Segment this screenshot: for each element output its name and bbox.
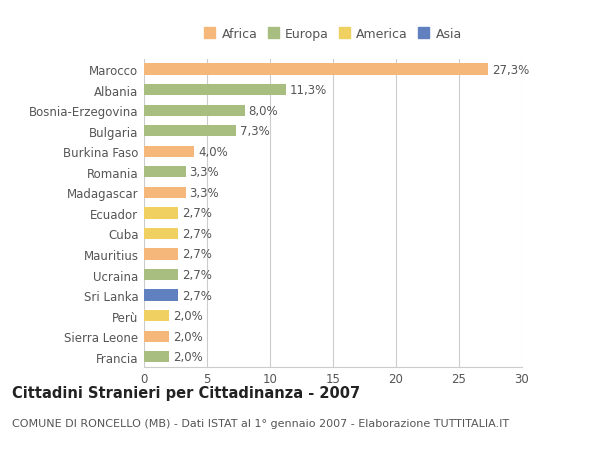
Text: 2,0%: 2,0%	[173, 351, 203, 364]
Bar	[144, 208, 178, 219]
Text: COMUNE DI RONCELLO (MB) - Dati ISTAT al 1° gennaio 2007 - Elaborazione TUTTITALI: COMUNE DI RONCELLO (MB) - Dati ISTAT al …	[12, 418, 509, 428]
Bar	[144, 105, 245, 117]
Text: 2,7%: 2,7%	[182, 269, 212, 281]
Text: 3,3%: 3,3%	[190, 186, 219, 199]
Bar	[144, 249, 178, 260]
Text: 2,7%: 2,7%	[182, 289, 212, 302]
Bar	[144, 167, 185, 178]
Bar	[144, 126, 236, 137]
Bar	[144, 331, 169, 342]
Text: 2,0%: 2,0%	[173, 309, 203, 322]
Text: 2,7%: 2,7%	[182, 248, 212, 261]
Text: 11,3%: 11,3%	[290, 84, 328, 97]
Bar	[144, 146, 194, 157]
Legend: Africa, Europa, America, Asia: Africa, Europa, America, Asia	[202, 26, 464, 44]
Text: 3,3%: 3,3%	[190, 166, 219, 179]
Bar	[144, 85, 286, 96]
Text: 2,7%: 2,7%	[182, 228, 212, 241]
Bar	[144, 269, 178, 280]
Text: 4,0%: 4,0%	[198, 146, 228, 158]
Text: 2,0%: 2,0%	[173, 330, 203, 343]
Text: Cittadini Stranieri per Cittadinanza - 2007: Cittadini Stranieri per Cittadinanza - 2…	[12, 386, 360, 401]
Text: 2,7%: 2,7%	[182, 207, 212, 220]
Text: 7,3%: 7,3%	[240, 125, 269, 138]
Text: 27,3%: 27,3%	[492, 63, 529, 76]
Bar	[144, 187, 185, 199]
Bar	[144, 290, 178, 301]
Bar	[144, 310, 169, 322]
Bar	[144, 351, 169, 363]
Bar	[144, 228, 178, 240]
Text: 8,0%: 8,0%	[248, 105, 278, 118]
Bar	[144, 64, 488, 76]
